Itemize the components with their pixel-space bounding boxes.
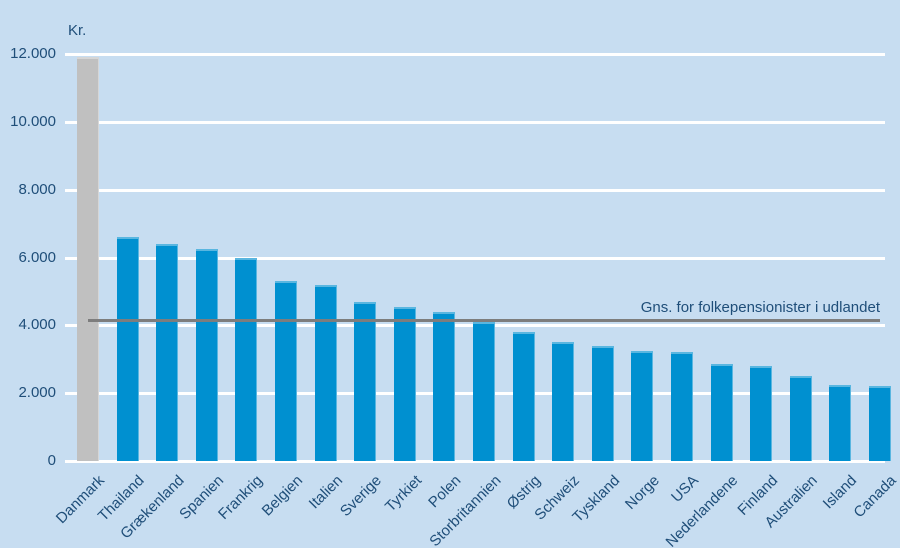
y-tick-label-10-000: 10.000 xyxy=(10,112,56,130)
average-reference-line xyxy=(88,318,880,322)
x-label-tyrkiet: Tyrkiet xyxy=(381,472,425,516)
gridline-8-000 xyxy=(65,188,885,192)
x-label-canada: Canada xyxy=(850,472,900,522)
bar-finland xyxy=(750,366,773,461)
bar-belgien xyxy=(275,281,297,461)
bar-danmark xyxy=(77,57,99,461)
bar-oestrig xyxy=(512,332,535,461)
x-label-norge: Norge xyxy=(621,472,663,513)
bar-canada xyxy=(869,386,891,461)
bar-tyskland xyxy=(591,345,614,461)
y-tick-label-2-000: 2.000 xyxy=(18,384,56,402)
average-reference-line-label: Gns. for folkepensionister i udlandet xyxy=(640,299,880,317)
y-tick-label-8-000: 8.000 xyxy=(18,180,56,198)
gridline-0 xyxy=(65,460,885,463)
bar-storbritannien xyxy=(473,321,495,461)
bar-frankrig xyxy=(235,257,258,461)
y-tick-label-6-000: 6.000 xyxy=(18,248,56,266)
bar-spanien xyxy=(195,249,218,461)
gridline-6-000 xyxy=(65,256,885,260)
bar-nederlandene xyxy=(710,364,733,461)
bar-norge xyxy=(631,350,654,461)
x-label-usa: USA xyxy=(668,472,703,506)
bar-italien xyxy=(314,284,337,461)
bar-schweiz xyxy=(552,342,575,461)
x-label-danmark: Danmark xyxy=(52,472,109,528)
y-tick-label-0: 0 xyxy=(47,452,56,469)
y-tick-label-4-000: 4.000 xyxy=(18,316,56,334)
bar-usa xyxy=(671,352,693,461)
x-label-sverige: Sverige xyxy=(337,472,386,520)
bar-polen xyxy=(433,311,456,461)
bar-island xyxy=(829,384,852,461)
y-tick-label-12-000: 12.000 xyxy=(10,45,56,62)
gridline-10-000 xyxy=(65,120,885,124)
y-axis-unit-label: Kr. xyxy=(68,22,87,39)
x-label-belgien: Belgien xyxy=(258,472,307,520)
bar-thailand xyxy=(116,237,139,461)
bar-tyrkiet xyxy=(393,306,416,461)
bar-graekenland xyxy=(156,243,179,461)
bar-australien xyxy=(789,376,812,461)
bar-sverige xyxy=(354,301,377,461)
x-label-nederlandene: Nederlandene xyxy=(662,472,742,548)
gridline-12-000 xyxy=(65,53,885,56)
